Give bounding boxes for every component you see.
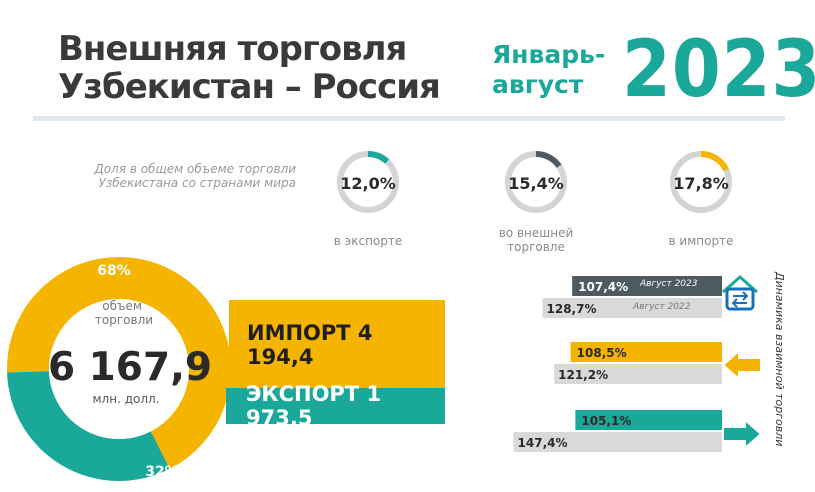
header-divider <box>33 116 785 121</box>
export-arrow-icon <box>722 417 763 451</box>
donut-slice-import <box>7 257 232 469</box>
share-export: 12,0% в экспорте <box>313 150 423 248</box>
share-trade-donut: 15,4% <box>505 151 567 213</box>
import-arrow-icon <box>721 348 762 382</box>
mutual-trade-icon <box>722 274 758 311</box>
trade-volume-donut: 68% 32% объем торговли 6 167,9 млн. долл… <box>7 257 232 481</box>
dynamics-title: Динамика взаимной торговли <box>773 272 786 447</box>
label-2023-mutual: 107,4% <box>578 280 628 294</box>
donut-slice-export <box>7 371 170 481</box>
label-2023-import: 108,5% <box>577 346 627 360</box>
import-bar: ИМПОРТ 4 194,4 <box>229 300 445 390</box>
share-import: 17,8% в импорте <box>646 150 756 248</box>
export-bar: ЭКСПОРТ 1 973,5 <box>226 382 445 430</box>
share-import-label: в импорте <box>668 234 734 248</box>
share-trade-value: 15,4% <box>508 174 564 193</box>
period-line-2: август <box>492 70 584 99</box>
period: Январь- август <box>492 40 605 100</box>
year: 2023 <box>622 25 815 115</box>
share-trade: 15,4% во внешней торговле <box>481 150 591 254</box>
share-trade-arc <box>505 151 567 213</box>
share-note: Доля в общем объеме торговли Узбекистана… <box>94 162 296 190</box>
share-import-value: 17,8% <box>673 174 729 193</box>
label-2023-export: 105,1% <box>581 414 631 428</box>
share-export-donut: 12,0% <box>337 151 399 213</box>
page-title: Внешняя торговля Узбекистан – Россия <box>58 29 441 107</box>
bar-2022-export <box>513 432 722 452</box>
legend-2023: Август 2023 <box>640 279 698 289</box>
export-bar-label: ЭКСПОРТ 1 973,5 <box>246 382 382 430</box>
donut-import-pct: 68% <box>97 263 131 279</box>
title-line-2: Узбекистан – Россия <box>58 67 441 107</box>
donut-total: 6 167,9 <box>48 345 212 390</box>
dynamics-chart: 107,4% 128,7% 108,5% 121,2% 105,1% 147,4% <box>513 276 722 452</box>
label-2022-mutual: 128,7% <box>547 302 597 316</box>
import-bar-label: ИМПОРТ 4 194,4 <box>247 321 373 369</box>
bar-2023-import <box>570 342 722 362</box>
share-trade-label: во внешней торговле <box>498 226 574 254</box>
donut-title: объем торговли <box>95 299 153 327</box>
label-2022-import: 121,2% <box>558 368 608 382</box>
bar-2023-mutual <box>572 276 722 296</box>
donut-unit: млн. долл. <box>93 392 160 406</box>
label-2022-export: 147,4% <box>518 436 568 450</box>
title-line-1: Внешняя торговля <box>58 29 407 69</box>
donut-export-pct: 32% <box>145 464 179 480</box>
bar-2023-export <box>575 410 722 430</box>
share-import-arc <box>670 151 732 213</box>
share-export-value: 12,0% <box>340 174 396 193</box>
share-export-label: в экспорте <box>333 234 403 248</box>
period-line-1: Январь- <box>492 40 606 69</box>
share-import-donut: 17,8% <box>670 151 732 213</box>
bar-2022-mutual <box>542 298 722 318</box>
bar-2022-import <box>554 364 722 384</box>
legend-2022: Август 2022 <box>633 302 691 312</box>
